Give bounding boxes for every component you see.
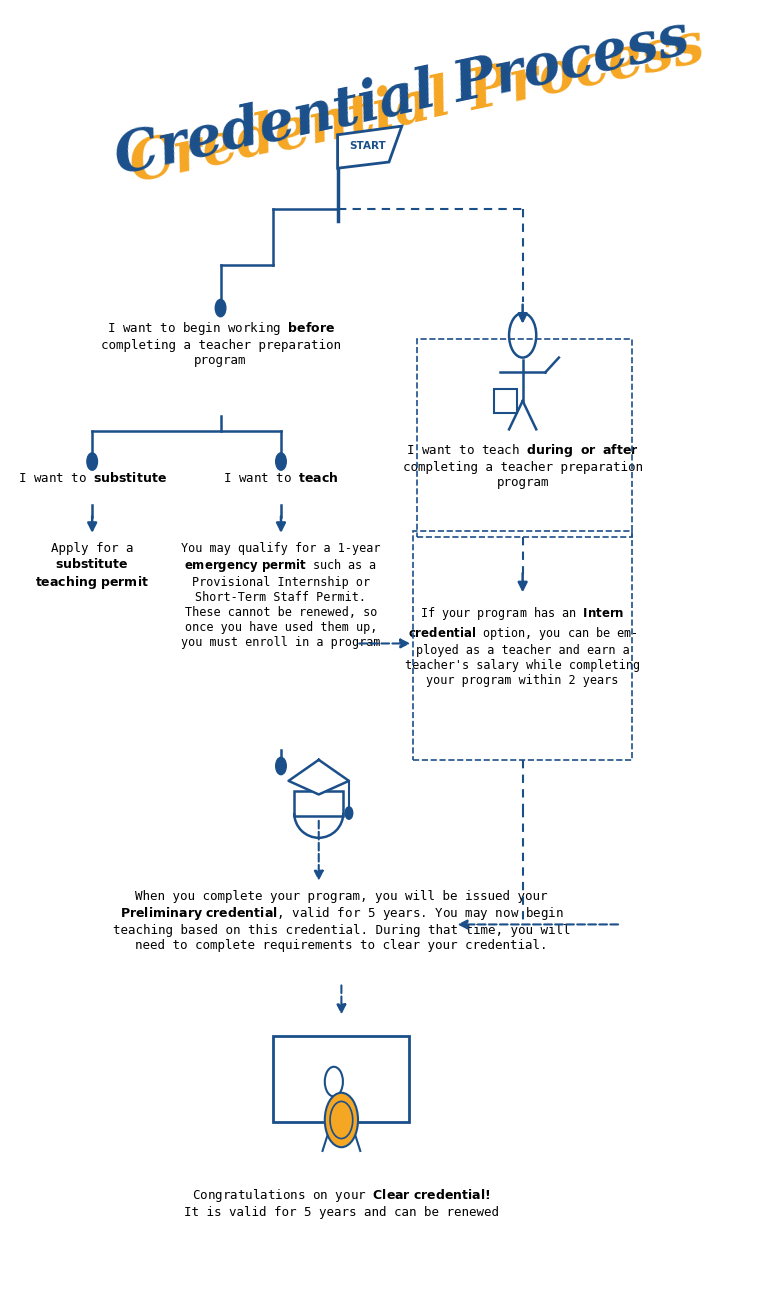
Text: START: START	[350, 141, 386, 151]
Text: Congratulations on your $\bf{Clear\ credential!}$
It is valid for 5 years and ca: Congratulations on your $\bf{Clear\ cred…	[184, 1187, 499, 1219]
Text: I want to begin working $\bf{before}$
completing a teacher preparation
program: I want to begin working $\bf{before}$ co…	[101, 320, 341, 367]
Text: Apply for a
$\bf{substitute}$
$\bf{teaching\ permit}$: Apply for a $\bf{substitute}$ $\bf{teach…	[35, 543, 149, 591]
Text: If your program has an $\bf{Intern}$
$\bf{credential}$ option, you can be em-
pl: If your program has an $\bf{Intern}$ $\b…	[405, 605, 640, 687]
Text: I want to teach $\bf{during}$ $\bf{or}$ $\bf{after}$
completing a teacher prepar: I want to teach $\bf{during}$ $\bf{or}$ …	[403, 442, 643, 489]
FancyBboxPatch shape	[294, 791, 343, 816]
Text: I want to $\bf{substitute}$: I want to $\bf{substitute}$	[18, 471, 167, 485]
Polygon shape	[338, 126, 402, 168]
Circle shape	[345, 807, 353, 820]
Bar	[494, 389, 517, 414]
Circle shape	[87, 453, 98, 470]
Text: You may qualify for a 1-year
$\bf{emergency\ permit}$ such as a
Provisional Inte: You may qualify for a 1-year $\bf{emerge…	[181, 543, 381, 649]
Circle shape	[276, 453, 286, 470]
Circle shape	[330, 1102, 353, 1138]
Circle shape	[276, 757, 286, 774]
Circle shape	[215, 299, 226, 316]
Polygon shape	[289, 760, 349, 795]
Text: When you complete your program, you will be issued your
$\bf{Preliminary\ creden: When you complete your program, you will…	[113, 890, 570, 952]
Text: I want to $\bf{teach}$: I want to $\bf{teach}$	[224, 471, 339, 485]
FancyBboxPatch shape	[274, 1036, 409, 1123]
Circle shape	[325, 1093, 358, 1147]
Text: Credential Process: Credential Process	[124, 18, 709, 194]
Text: Credential Process: Credential Process	[109, 10, 694, 186]
